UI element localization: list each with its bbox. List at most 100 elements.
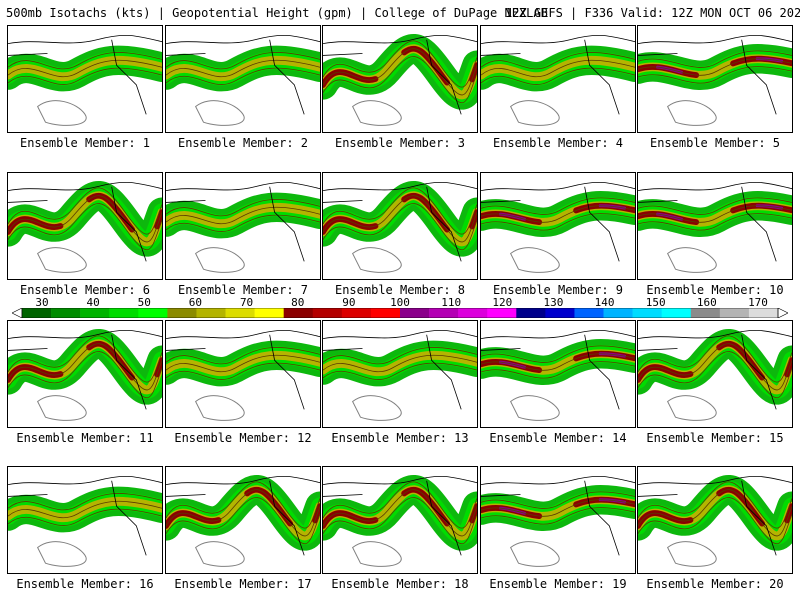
jet-stream-map [323,475,477,567]
height-contour [638,351,792,399]
coastline-borders [481,475,635,556]
ensemble-map-panel [480,172,636,280]
height-contour-low [194,100,245,126]
colorbar-tick-label: 170 [748,296,768,309]
height-contour [8,508,162,526]
colorbar-labels: 30 40 50 60 70 80 90 100 110 120 130 140 150 160 170 [0,296,800,309]
jet-stream-map [8,329,162,421]
ensemble-member-label: Ensemble Member: 13 [331,431,469,445]
height-contour [638,66,792,84]
jet-stream-map [481,475,635,567]
colorbar-swatch [632,308,662,318]
ensemble-map-panel [322,172,478,280]
colorbar-swatch [429,308,459,318]
height-contour-low [36,100,87,126]
height-contour-low [36,247,87,273]
ensemble-map-panel [480,320,636,428]
height-contour [8,203,162,251]
colorbar-tick-label: 150 [645,296,666,309]
ensemble-member-label: Ensemble Member: 5 [649,136,781,150]
coastline-borders [481,329,635,410]
ensemble-member-label: Ensemble Member: 12 [174,431,312,445]
ensemble-map-panel [637,172,793,280]
jet-stream-map [166,329,320,421]
height-contour [323,48,477,96]
title-right: 12Z GEFS | F336 Valid: 12Z MON OCT 06 20… [505,6,800,20]
ensemble-map-panel [165,172,321,280]
colorbar-swatch [167,308,197,318]
height-contour-low [666,541,717,567]
colorbar-tick-label: 80 [291,296,305,309]
ensemble-member-label: Ensemble Member: 2 [177,136,309,150]
height-contour [166,362,320,380]
height-contour [8,500,162,519]
ensemble-member-label: Ensemble Member: 11 [16,431,154,445]
jet-stream-map [481,329,635,421]
height-contour-low [351,247,402,273]
colorbar-swatch [22,308,52,318]
colorbar-tick-label: 90 [342,296,356,309]
jet-stream-map [8,475,162,567]
colorbar-max-arrow [777,308,788,318]
ensemble-map-panel [322,320,478,428]
colorbar-swatch [225,308,255,318]
height-contour [638,205,792,223]
ensemble-member-label: Ensemble Member: 18 [331,577,469,591]
colorbar-outline [21,308,779,318]
ensemble-member-label: Ensemble Member: 20 [646,577,784,591]
ensemble-map-panel [7,25,163,133]
ensemble-map-panel [7,320,163,428]
coastline-borders [638,181,792,262]
coastline-borders [166,475,320,556]
colorbar-swatch [80,308,110,318]
ensemble-map-panel [637,320,793,428]
ensemble-member-label: Ensemble Member: 3 [334,136,466,150]
height-contour [638,50,792,68]
height-contour [323,40,477,88]
ensemble-member-label: Ensemble Member: 9 [492,283,624,297]
height-contour [638,58,792,76]
coastline-borders [323,329,477,410]
ensemble-map-panel [165,320,321,428]
jet-stream-map [8,34,162,126]
height-contour [323,56,477,104]
height-contour [638,481,792,529]
coastline-borders [8,475,162,556]
colorbar-swatch [748,308,779,318]
jet-stream-map [481,34,635,126]
jet-stream-map [481,181,635,273]
height-contour [166,354,320,373]
ensemble-map-panel [637,25,793,133]
ensemble-map-panel [7,172,163,280]
height-contour [166,199,320,217]
title-bar: 500mb Isotachs (kts) | Geopotential Heig… [0,0,800,24]
height-contour [638,197,792,215]
colorbar-tick-label: 50 [137,296,151,309]
height-contour-low [351,395,402,421]
coastline-borders [166,329,320,410]
ensemble-map-panel [480,466,636,574]
height-contour-low [666,247,717,273]
height-contour [481,205,635,223]
height-contour [8,351,162,399]
height-contour [481,52,635,70]
height-contour-low [509,395,560,421]
height-contour [481,59,635,78]
height-contour [166,67,320,85]
colorbar-swatch [487,308,517,318]
title-left: 500mb Isotachs (kts) | Geopotential Heig… [6,6,548,20]
coastline-borders [8,34,162,115]
ensemble-member-label: Ensemble Member: 10 [646,283,784,297]
height-contour-low [194,247,245,273]
height-contour-low [194,541,245,567]
jet-stream-map [638,329,792,421]
height-contour-low [36,541,87,567]
height-contour [323,354,477,373]
height-contour [323,187,477,235]
ensemble-member-label: Ensemble Member: 1 [19,136,151,150]
height-contour-low [351,100,402,126]
jet-stream-map [323,34,477,126]
coastline-borders [166,181,320,262]
colorbar-swatch [370,308,401,318]
